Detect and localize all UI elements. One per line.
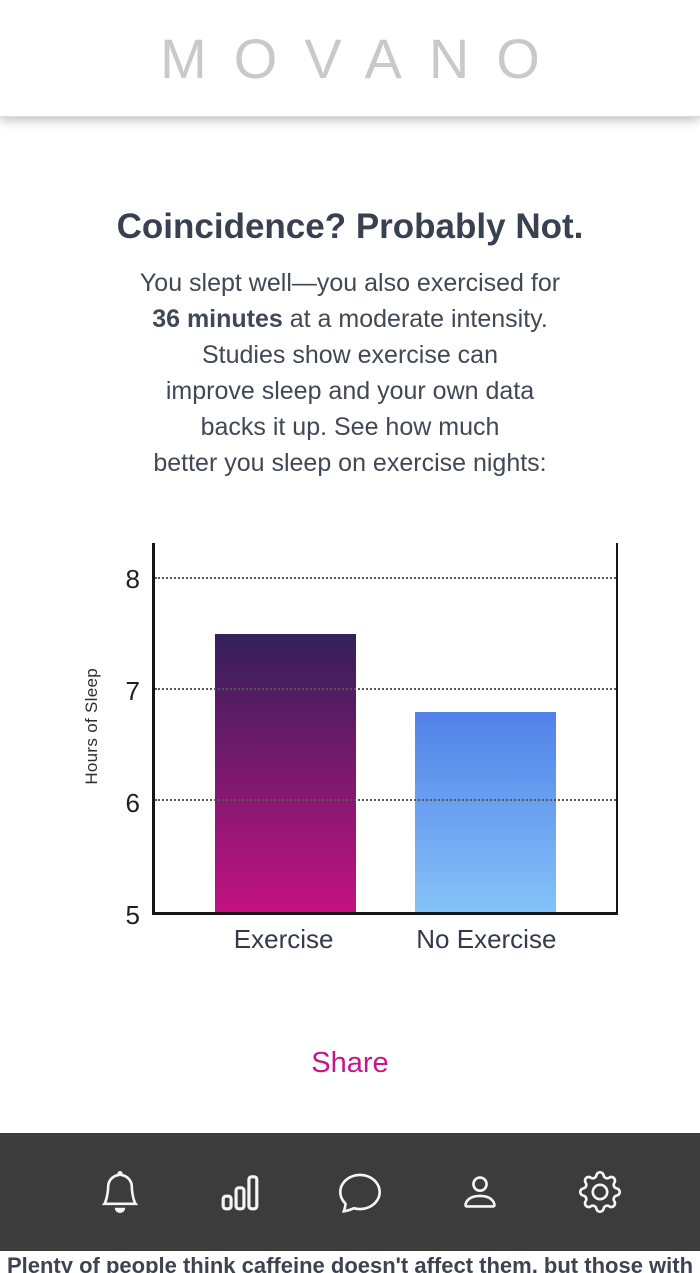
gridline-8 xyxy=(155,576,616,579)
nav-stats-button[interactable] xyxy=(216,1168,264,1216)
x-label-exercise: Exercise xyxy=(233,924,334,954)
gear-icon xyxy=(579,1171,621,1213)
bell-icon xyxy=(99,1171,141,1213)
person-icon xyxy=(459,1171,501,1213)
x-axis-labels: Exercise No Exercise xyxy=(152,924,618,955)
app-header: MOVANO xyxy=(0,0,700,117)
chart-plot-area xyxy=(152,543,618,915)
y-tick-6: 6 xyxy=(125,787,140,818)
insight-title: Coincidence? Probably Not. xyxy=(116,207,584,246)
chat-bubble-icon xyxy=(339,1171,381,1213)
y-tick-7: 7 xyxy=(125,675,140,706)
cutoff-text: Plenty of people think caffeine doesn't … xyxy=(6,1253,694,1273)
y-axis-ticks: 5 6 7 8 xyxy=(106,543,152,928)
body-bold-minutes: 36 minutes xyxy=(152,305,283,333)
body-line-2: at a moderate intensity. xyxy=(282,305,548,333)
y-tick-8: 8 xyxy=(125,563,140,594)
brand-logo: MOVANO xyxy=(160,26,567,90)
bar-chart-icon xyxy=(219,1171,261,1213)
insight-card: Coincidence? Probably Not. You slept wel… xyxy=(0,117,700,1080)
bar-exercise xyxy=(214,634,356,912)
sleep-bar-chart: Hours of Sleep 5 6 7 8 Exercise No Exercise xyxy=(0,543,700,955)
body-line-4: improve sleep and your own data xyxy=(165,377,535,405)
body-line-5: backs it up. See how much xyxy=(200,413,500,441)
y-tick-5: 5 xyxy=(125,900,140,930)
x-label-no-exercise: No Exercise xyxy=(416,924,557,954)
bottom-nav xyxy=(0,1133,700,1251)
share-button[interactable]: Share xyxy=(311,1047,389,1079)
bar-no-exercise xyxy=(415,711,557,912)
body-line-6: better you sleep on exercise nights: xyxy=(153,449,547,477)
body-line-1: You slept well—you also exercised for xyxy=(139,269,561,297)
nav-messages-button[interactable] xyxy=(336,1168,384,1216)
body-line-3: Studies show exercise can xyxy=(202,341,498,369)
gridline-6 xyxy=(155,798,616,801)
nav-notifications-button[interactable] xyxy=(96,1168,144,1216)
chart-bars xyxy=(155,543,616,912)
nav-profile-button[interactable] xyxy=(456,1168,504,1216)
insight-body: You slept well—you also exercised for 36… xyxy=(70,265,630,481)
y-axis-label: Hours of Sleep xyxy=(82,667,101,785)
gridline-7 xyxy=(155,687,616,690)
nav-settings-button[interactable] xyxy=(576,1168,624,1216)
